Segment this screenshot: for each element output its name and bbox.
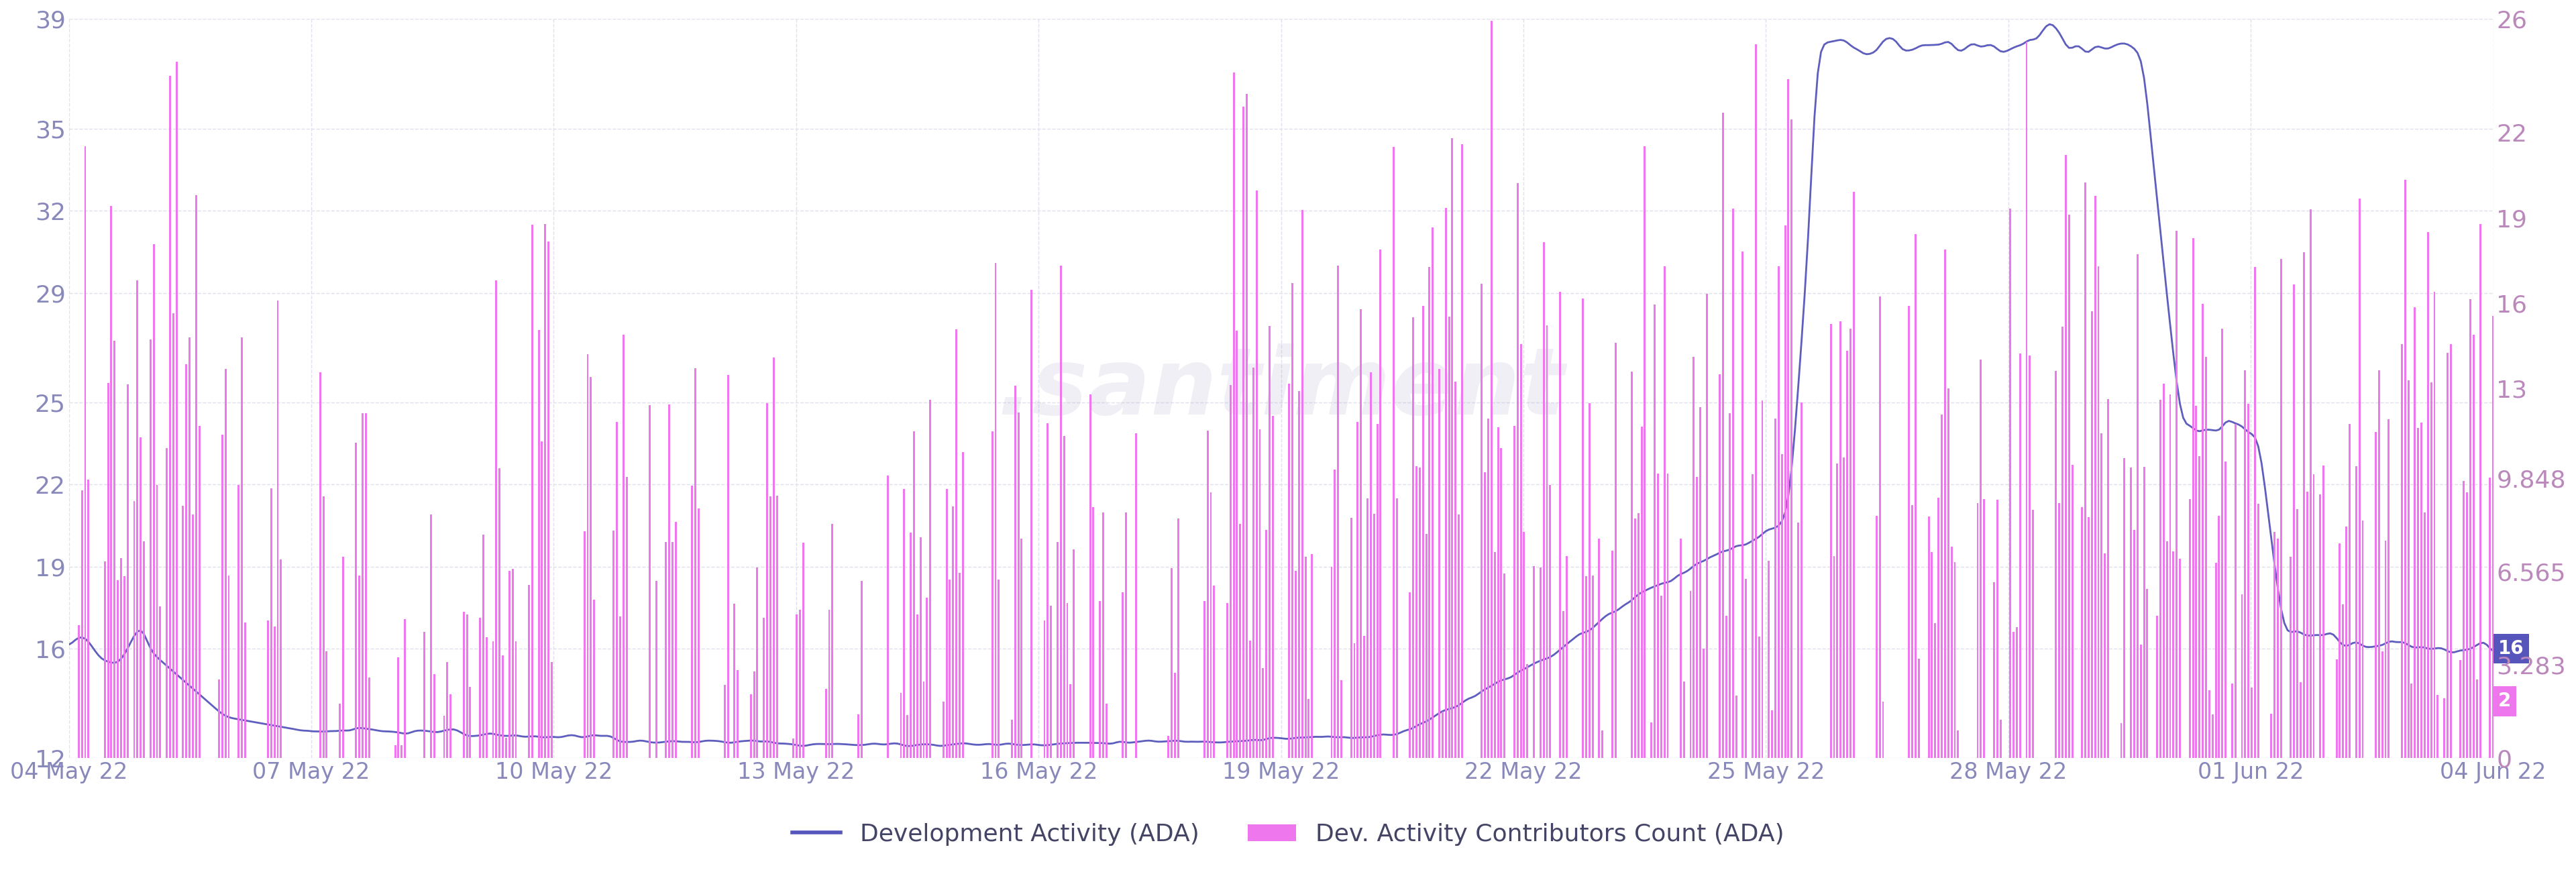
Text: 2: 2 xyxy=(2499,691,2512,711)
Legend: Development Activity (ADA), Dev. Activity Contributors Count (ADA): Development Activity (ADA), Dev. Activit… xyxy=(783,814,1793,855)
Text: 16: 16 xyxy=(2499,639,2524,658)
Text: .santiment: .santiment xyxy=(997,344,1564,434)
